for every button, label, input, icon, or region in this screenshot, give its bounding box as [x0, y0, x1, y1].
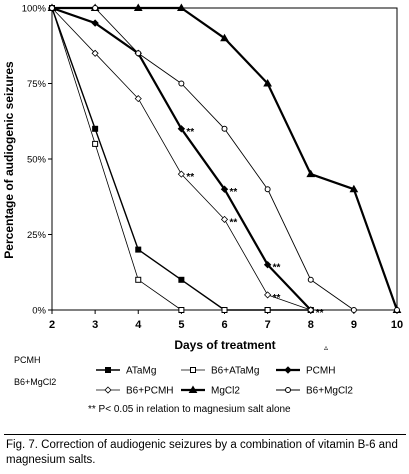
figure-caption: Fig. 7. Correction of audiogenic seizure…: [6, 439, 398, 466]
marker-filled-diamond: [177, 125, 186, 133]
marker-open-diamond: [91, 49, 99, 57]
marker-open-diamond: [264, 291, 272, 299]
series-line: [52, 7, 397, 311]
significance-mark: **: [230, 187, 238, 198]
marker-open-square: [135, 276, 142, 283]
marker-filled-square: [135, 246, 142, 253]
legend-item: ATaMg: [96, 366, 156, 377]
x-axis-label: Days of treatment: [174, 338, 275, 352]
legend-item: B6+ATaMg: [181, 366, 259, 377]
marker-open-circle: [307, 276, 314, 283]
legend-item: B6+MgCl2: [276, 386, 353, 397]
series-line: [52, 6, 399, 311]
plot-area: [51, 7, 398, 311]
y-tick-label: 100%: [22, 4, 47, 15]
x-tick-label: 8: [308, 319, 314, 331]
significance-mark: **: [186, 172, 194, 183]
side-note-pcmh: PCMH: [14, 355, 41, 365]
plot-frame: [51, 7, 398, 311]
marker-open-diamond: [104, 386, 112, 394]
series-b6-mgcl2: [49, 5, 400, 313]
x-tick-label: 6: [221, 319, 227, 331]
marker-filled-triangle: [220, 33, 229, 42]
marker-open-diamond: [134, 95, 142, 103]
x-tick-label: 2: [49, 319, 55, 331]
marker-filled-triangle: [188, 385, 198, 393]
significance-mark: **: [230, 217, 238, 228]
marker-filled-triangle: [263, 79, 272, 87]
marker-filled-triangle: [177, 3, 186, 11]
y-tick-label: 25%: [27, 230, 47, 241]
significance-mark: **: [273, 293, 281, 304]
marker-open-diamond: [307, 306, 315, 314]
marker-open-square: [178, 307, 185, 313]
legend-label: MgCl2: [211, 386, 240, 397]
x-tick-label: 5: [178, 319, 184, 331]
legend-item: MgCl2: [181, 386, 240, 397]
marker-filled-diamond: [220, 185, 229, 193]
legend: ATaMg B6+ATaMg PCMH B6+PCMH MgCl2 B6+MgCl2: [96, 366, 353, 397]
legend-label: B6+MgCl2: [306, 386, 353, 397]
marker-open-circle: [135, 50, 142, 57]
x-tick-label: 3: [92, 319, 98, 331]
marker-filled-triangle: [133, 3, 143, 11]
marker-filled-triangle: [349, 184, 359, 193]
marker-open-circle: [264, 186, 271, 193]
significance-mark: **: [316, 308, 324, 319]
x-tick-label: 9: [351, 319, 357, 331]
y-axis-label: Percentage of audiogenic seizures: [2, 61, 16, 259]
marker-filled-triangle: [306, 169, 316, 178]
marker-filled-square: [105, 367, 111, 373]
marker-open-circle: [285, 387, 291, 393]
marker-open-circle: [221, 125, 228, 132]
marker-open-circle: [178, 80, 185, 87]
marker-open-square: [221, 307, 228, 313]
marker-filled-square: [178, 276, 185, 283]
marker-open-diamond: [220, 215, 229, 223]
x-tick-label: 4: [135, 319, 142, 331]
marker-filled-square: [92, 125, 99, 132]
legend-label: PCMH: [306, 366, 335, 377]
side-note-b6-mgcl2: B6+MgCl2: [14, 377, 57, 387]
y-axis: 0% 25% 50% 75% 100%: [22, 4, 52, 317]
legend-label: B6+PCMH: [126, 386, 174, 397]
x-tick-label: 10: [391, 319, 403, 331]
y-tick-label: 50%: [27, 155, 47, 166]
marker-open-square: [190, 367, 196, 373]
caption-rule: [4, 434, 406, 435]
marker-open-square: [92, 140, 99, 147]
legend-label: B6+ATaMg: [211, 366, 259, 377]
marker-open-circle: [394, 307, 400, 313]
marker-filled-diamond: [263, 260, 272, 269]
significance-mark: **: [273, 263, 281, 274]
corner-glyph: ▵: [324, 343, 328, 352]
x-axis: 2 3 4 5 6 7 8 9 10: [49, 310, 403, 331]
y-tick-label: 75%: [27, 79, 47, 90]
x-tick-label: 7: [265, 319, 271, 331]
legend-item: B6+PCMH: [96, 386, 174, 397]
marker-open-square: [264, 307, 271, 313]
series-layer: [47, 3, 402, 314]
legend-label: ATaMg: [126, 366, 156, 377]
legend-item: PCMH: [276, 366, 335, 377]
marker-filled-diamond: [91, 19, 99, 27]
marker-open-circle: [49, 5, 55, 11]
series-mgcl2: [47, 3, 402, 313]
footnote: ** P< 0.05 in relation to magnesium salt…: [88, 404, 291, 415]
annotation-layer: ** ** ** ** ** ** **: [186, 127, 323, 319]
marker-filled-diamond: [284, 366, 292, 374]
marker-open-circle: [92, 5, 99, 11]
marker-open-circle: [350, 307, 357, 313]
y-tick-label: 0%: [32, 306, 46, 317]
marker-open-diamond: [177, 170, 185, 178]
significance-mark: **: [186, 127, 194, 138]
